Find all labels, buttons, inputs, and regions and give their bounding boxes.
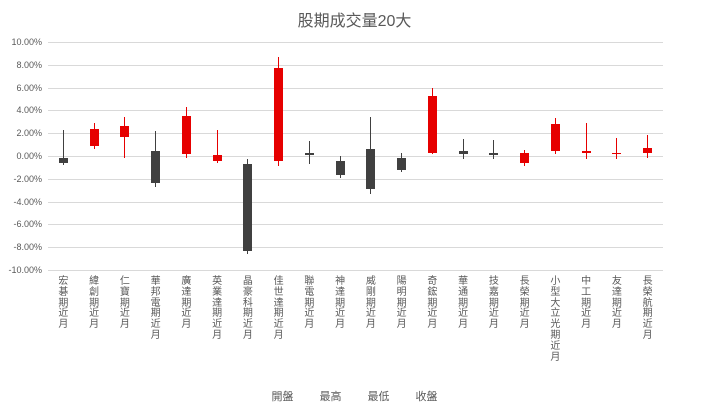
candle-body [520, 152, 530, 163]
y-axis-tick: 2.00% [16, 128, 42, 139]
x-axis-label: 聯電期近月 [304, 276, 315, 331]
gridline [48, 110, 663, 112]
candle-wick [216, 129, 218, 163]
gridline [48, 201, 663, 203]
y-axis-tick: 10.00% [11, 37, 42, 47]
x-axis-label: 長榮期近月 [519, 276, 530, 331]
legend-item: 收盤 [415, 391, 438, 403]
x-axis-label: 華邦電期近月 [150, 276, 161, 341]
y-axis-tick: -10.00% [8, 265, 42, 275]
gridline [48, 224, 663, 226]
chart-title: 股期成交量20大 [297, 13, 412, 30]
candle-wick [493, 140, 495, 160]
candle-wick [585, 122, 587, 160]
gridline [48, 270, 663, 271]
candle-body [397, 158, 407, 170]
candle-body [58, 158, 68, 163]
x-axis-label: 晶豪科期近月 [242, 276, 253, 341]
candle-body [243, 163, 253, 251]
y-axis-tick: 4.00% [16, 105, 42, 116]
x-axis-label: 廣達期近月 [181, 276, 192, 331]
gridline [48, 178, 663, 180]
x-axis-label: 陽明期近月 [396, 276, 407, 331]
x-axis-label: 技嘉期近月 [488, 276, 499, 331]
candle-wick [647, 135, 649, 159]
x-axis-label: 佳世達期近月 [273, 276, 284, 341]
gridline [48, 42, 663, 43]
candle-body [427, 95, 437, 153]
x-axis-label: 緯創期近月 [89, 276, 100, 331]
candle-wick [462, 138, 464, 160]
gridline [48, 87, 663, 89]
legend: 開盤 最高 最低 收盤 [0, 388, 709, 404]
candle-body [151, 151, 161, 184]
x-axis-label: 神達期近月 [335, 276, 346, 331]
gridline [48, 247, 663, 249]
x-axis-label: 長榮航期近月 [642, 276, 653, 341]
candle-body [366, 149, 376, 190]
candle-body [274, 68, 284, 161]
y-axis-tick: -6.00% [13, 219, 42, 230]
legend-item: 最低 [367, 391, 390, 403]
x-axis-label: 小型大立光期近月 [550, 276, 561, 363]
candle-wick [124, 117, 126, 159]
candle-wick [616, 137, 618, 160]
candle-body [612, 152, 622, 155]
y-axis-tick: -8.00% [13, 242, 42, 253]
y-axis-tick: -2.00% [13, 173, 42, 184]
candle-body [489, 152, 499, 155]
y-axis-tick: -4.00% [13, 196, 42, 207]
candle-wick [308, 141, 310, 164]
y-axis-tick: 0.00% [16, 151, 42, 161]
gridline [48, 133, 663, 135]
y-axis-tick: 6.00% [16, 82, 42, 93]
x-axis-label: 仁寶期近月 [119, 276, 130, 331]
x-axis-label: 中工期近月 [581, 276, 592, 331]
y-axis-tick: 8.00% [16, 59, 42, 70]
candle-body [643, 148, 653, 153]
candle-body [335, 160, 345, 176]
x-axis-label: 奇鋐期近月 [427, 276, 438, 331]
candle-body [120, 126, 130, 137]
candle-body [212, 154, 222, 161]
candle-body [550, 124, 560, 152]
x-axis-label: 友達期近月 [611, 276, 622, 331]
gridline [48, 156, 663, 157]
gridline [48, 64, 663, 66]
x-axis-label: 威剛期近月 [365, 276, 376, 331]
candle-body [89, 128, 99, 146]
candle-body [581, 151, 591, 153]
x-axis-label: 英業達期近月 [212, 276, 223, 341]
candle-body [181, 116, 191, 154]
candle-body [304, 152, 314, 155]
x-axis-label: 宏碁期近月 [58, 276, 69, 331]
candle-body [458, 151, 468, 154]
legend-item: 最高 [319, 391, 342, 403]
legend-item: 開盤 [271, 391, 294, 403]
candle-wick [62, 129, 64, 166]
x-axis-label: 華通期近月 [458, 276, 469, 331]
